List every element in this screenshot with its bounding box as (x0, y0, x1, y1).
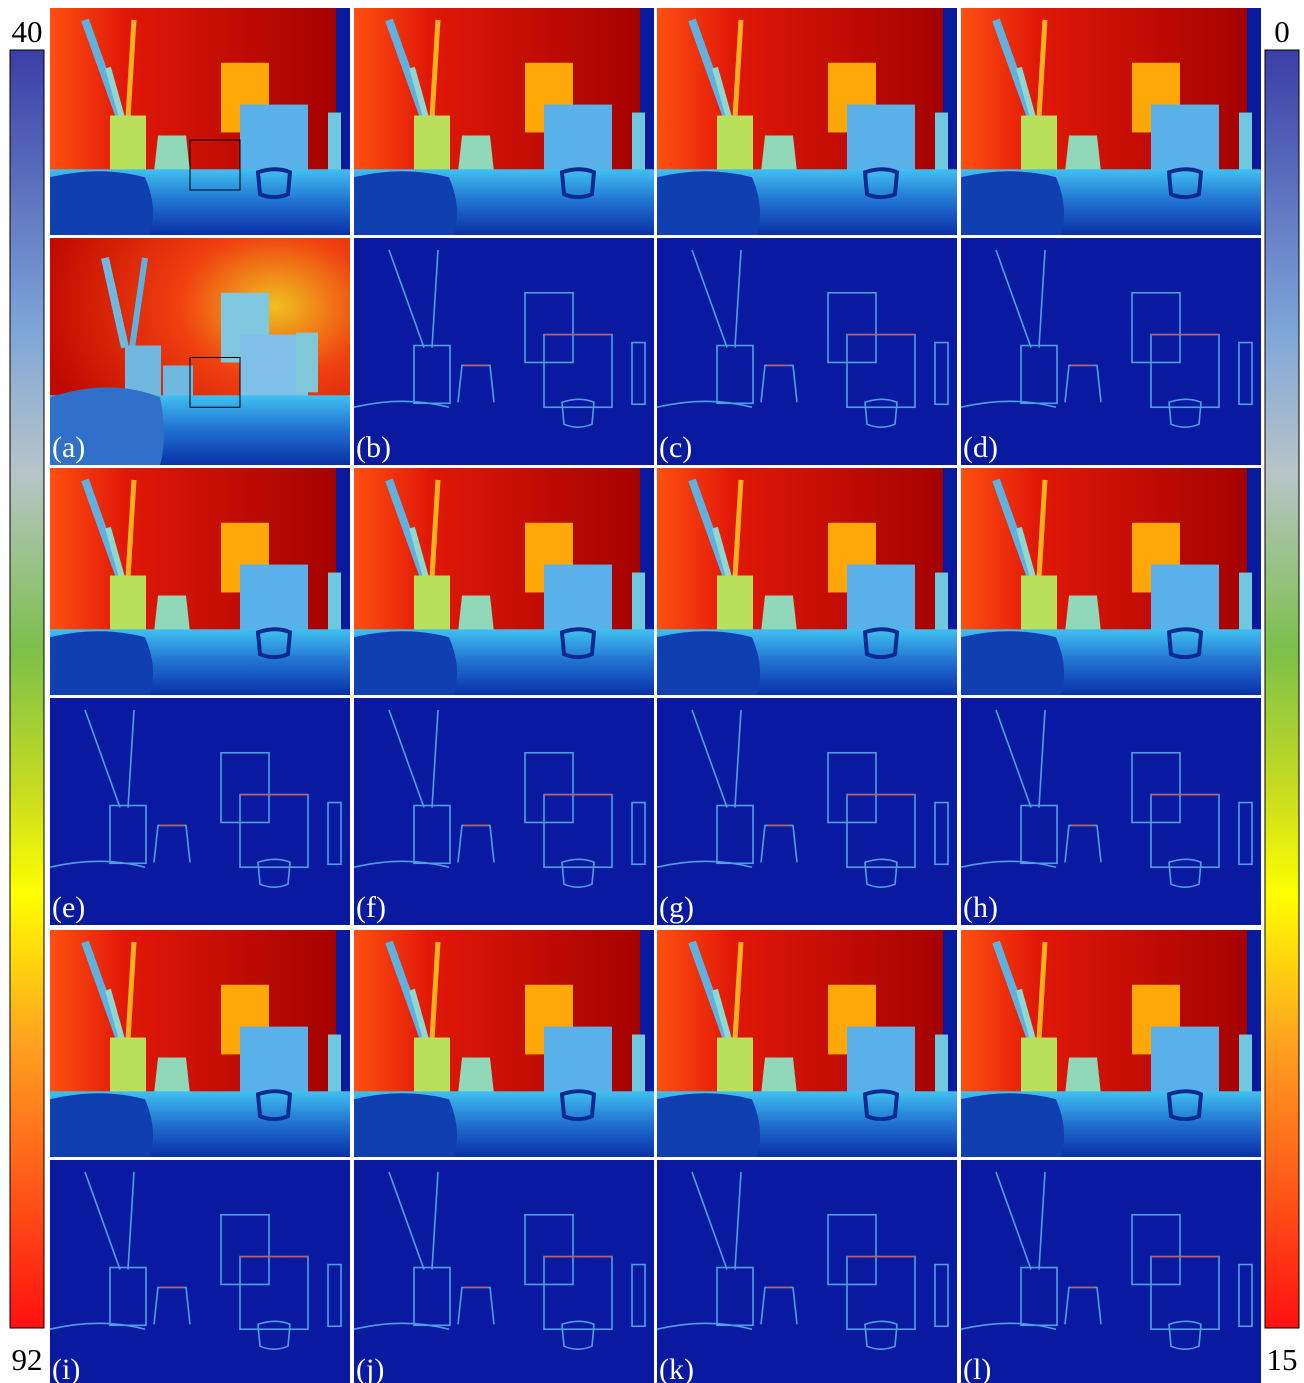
depth-map (50, 8, 350, 235)
panel-label: (a) (52, 431, 85, 464)
error-map (961, 698, 1261, 925)
depth-map (657, 8, 957, 235)
error-map (354, 1160, 654, 1383)
right-colorbar (1265, 50, 1299, 1328)
panel-label: (i) (52, 1353, 80, 1383)
panel-label: (d) (963, 431, 998, 464)
depth-map (961, 468, 1261, 695)
error-map (961, 238, 1261, 465)
error-map (50, 698, 350, 925)
colorbar-label: 92 (12, 1342, 43, 1377)
error-map (657, 698, 957, 925)
depth-map (657, 468, 957, 695)
panel-label: (j) (356, 1353, 384, 1383)
error-map (354, 238, 654, 465)
error-map (50, 1160, 350, 1383)
depth-map (961, 8, 1261, 235)
depth-map (354, 468, 654, 695)
panel-label: (f) (356, 891, 386, 924)
panel-label: (k) (659, 1353, 694, 1383)
colorbar-label: 0 (1274, 14, 1290, 49)
depth-map (354, 930, 654, 1157)
error-map (657, 1160, 957, 1383)
error-map (354, 698, 654, 925)
colorbar-label: 40 (12, 14, 43, 49)
depth-map (657, 930, 957, 1157)
figure: 40 92 0 15 (a) (b) (c) (d) (e) (f) (g) (h) (i) (j… (0, 0, 1304, 1383)
panel-grid: (a) (b) (c) (d) (e) (f) (g) (h) (i) (j) (k) (l) (50, 8, 1261, 1383)
error-map (961, 1160, 1261, 1383)
error-map (50, 238, 350, 465)
panel-label: (g) (659, 891, 694, 924)
panel-label: (b) (356, 431, 391, 464)
colorbar-label: 15 (1267, 1342, 1298, 1377)
error-map (657, 238, 957, 465)
depth-map (50, 468, 350, 695)
depth-map (50, 930, 350, 1157)
depth-map (354, 8, 654, 235)
left-colorbar (10, 50, 44, 1328)
panel-label: (l) (963, 1353, 991, 1383)
panel-label: (c) (659, 431, 692, 464)
panel-label: (e) (52, 891, 85, 924)
panel-label: (h) (963, 891, 998, 924)
depth-map (961, 930, 1261, 1157)
